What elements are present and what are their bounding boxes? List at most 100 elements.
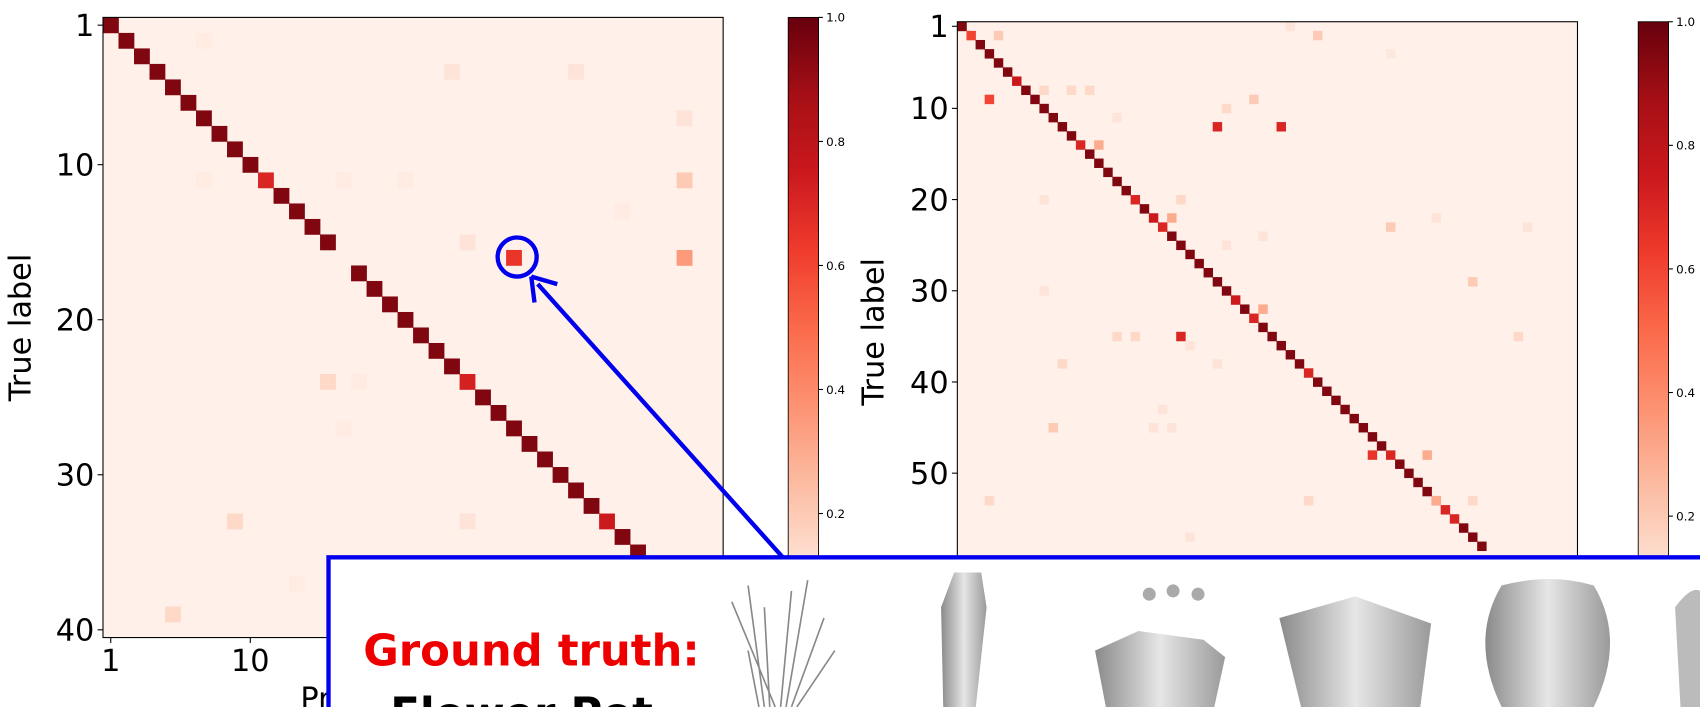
heatmap-cell xyxy=(227,514,243,530)
heatmap-cell xyxy=(1039,104,1048,113)
heatmap-cell xyxy=(1286,22,1295,31)
heatmap-cell xyxy=(1121,186,1130,195)
heatmap-cell xyxy=(212,126,228,142)
y-axis-label: True label xyxy=(857,258,892,406)
heatmap-cell xyxy=(976,40,985,49)
heatmap-cell xyxy=(1039,195,1048,204)
heatmap-cell xyxy=(966,31,975,40)
heatmap-cell xyxy=(1103,168,1112,177)
heatmap-cell xyxy=(1422,450,1431,459)
heatmap-cell xyxy=(491,405,507,421)
heatmap-cell xyxy=(1340,405,1349,414)
y-tick-label: 10 xyxy=(910,92,949,127)
heatmap-cell xyxy=(320,234,336,250)
heatmap-cell xyxy=(1185,341,1194,350)
heatmap-cell xyxy=(677,110,693,126)
heatmap-cell xyxy=(568,64,584,80)
colorbar xyxy=(1638,22,1668,640)
heatmap-cell xyxy=(1413,478,1422,487)
heatmap-cell xyxy=(1158,405,1167,414)
heatmap-cell xyxy=(1422,487,1431,496)
heatmap-cell xyxy=(460,234,476,250)
heatmap-cell xyxy=(1349,414,1358,423)
heatmap-cell xyxy=(382,296,398,312)
heatmap-cell xyxy=(429,343,445,359)
heatmap-cell xyxy=(1204,268,1213,277)
heatmap-cell xyxy=(289,576,305,592)
heatmap-cell xyxy=(1021,86,1030,95)
heatmap-cell xyxy=(289,203,305,219)
heatmap-cell xyxy=(336,172,352,188)
heatmap-cell xyxy=(1258,231,1267,240)
heatmap-cell xyxy=(351,265,367,281)
heatmap-cell xyxy=(1213,277,1222,286)
heatmap-cell xyxy=(134,48,150,64)
heatmap-cell xyxy=(398,172,414,188)
heatmap-cell xyxy=(994,58,1003,67)
heatmap-cell xyxy=(1386,49,1395,58)
heatmap-cell xyxy=(1277,122,1286,131)
colorbar-tick-label: 1.0 xyxy=(1676,15,1695,29)
heatmap-cell xyxy=(568,483,584,499)
heatmap-cell xyxy=(1185,250,1194,259)
heatmap-cell xyxy=(1067,131,1076,140)
colorbar-tick-label: 0.4 xyxy=(826,383,845,397)
y-tick-label: 10 xyxy=(56,149,95,184)
heatmap-cell xyxy=(1386,450,1395,459)
heatmap-cell xyxy=(1450,514,1459,523)
heatmap-cell xyxy=(1167,213,1176,222)
y-tick-label: 30 xyxy=(910,275,949,310)
heatmap-cell xyxy=(165,79,181,95)
heatmap-cell xyxy=(1240,304,1249,313)
heatmap-cell xyxy=(1176,241,1185,250)
heatmap-cell xyxy=(1477,542,1486,551)
heatmap-cell xyxy=(1030,95,1039,104)
heatmap-cell xyxy=(1176,332,1185,341)
heatmap-cell xyxy=(258,172,274,188)
heatmap-cell xyxy=(1441,505,1450,514)
heatmap-cell xyxy=(413,327,429,343)
y-tick-label: 20 xyxy=(910,183,949,218)
heatmap-cell xyxy=(1067,86,1076,95)
heatmap-cell xyxy=(1222,104,1231,113)
heatmap-cell xyxy=(1277,341,1286,350)
heatmap-cell xyxy=(119,33,135,49)
heatmap-cell xyxy=(1222,286,1231,295)
heatmap-cell xyxy=(1313,31,1322,40)
heatmap-cell xyxy=(985,49,994,58)
heatmap-cell xyxy=(305,219,321,235)
heatmap-cell xyxy=(320,374,336,390)
heatmap-cell xyxy=(1058,122,1067,131)
heatmap-cell xyxy=(553,467,569,483)
x-tick-label: 1 xyxy=(101,644,120,679)
heatmap-cell xyxy=(1331,396,1340,405)
callout-title: Ground truth: xyxy=(363,627,700,677)
heatmap-cell xyxy=(1304,368,1313,377)
heatmap-cell xyxy=(444,358,460,374)
heatmap-cell xyxy=(1468,496,1477,505)
callout-label: Flower Pot xyxy=(390,690,653,707)
heatmap-cell xyxy=(1167,231,1176,240)
heatmap-cell xyxy=(1131,195,1140,204)
colorbar-tick-label: 0.2 xyxy=(1676,509,1695,523)
heatmap-cell xyxy=(1258,323,1267,332)
heatmap-cell xyxy=(227,141,243,157)
heatmap-cell xyxy=(196,33,212,49)
heatmap-cell xyxy=(150,64,166,80)
heatmap-cell xyxy=(1322,387,1331,396)
heatmap-cell xyxy=(165,607,181,623)
heatmap-cell xyxy=(1368,432,1377,441)
heatmap-cell xyxy=(985,95,994,104)
heatmap-cell xyxy=(1194,259,1203,268)
heatmap-cell xyxy=(615,529,631,545)
y-tick-label: 1 xyxy=(929,10,948,45)
colorbar xyxy=(788,17,818,637)
heatmap-cell xyxy=(1076,140,1085,149)
heatmap-cell xyxy=(1386,222,1395,231)
y-tick-label: 1 xyxy=(75,9,94,44)
heatmap-cell xyxy=(1213,359,1222,368)
heatmap-cell xyxy=(1112,113,1121,122)
heatmap-cell xyxy=(1304,496,1313,505)
heatmap-cell xyxy=(1468,277,1477,286)
